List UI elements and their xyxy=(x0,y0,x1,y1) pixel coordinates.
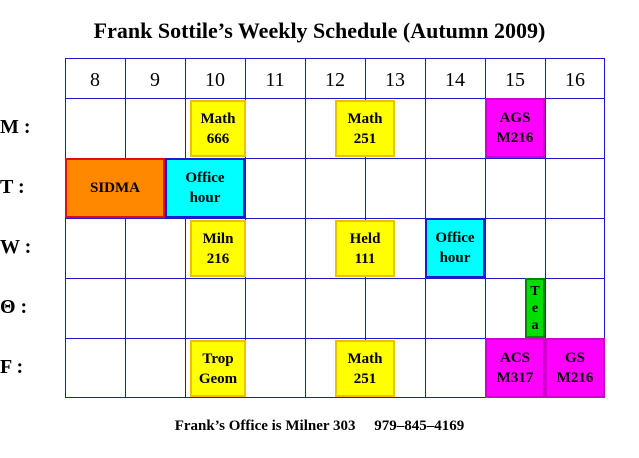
event-math-251-friday: Math 251 xyxy=(335,340,395,397)
grid-line xyxy=(65,278,605,279)
hour-header: 9 xyxy=(150,69,160,91)
day-label-tuesday: T : xyxy=(0,176,25,198)
grid-line xyxy=(65,58,605,59)
hour-header: 15 xyxy=(505,69,525,91)
schedule-grid: 8 9 10 11 12 13 14 15 16 Math 666 Math 251… xyxy=(65,58,605,398)
grid-line xyxy=(185,58,186,398)
grid-line xyxy=(65,158,605,159)
hour-header: 13 xyxy=(385,69,405,91)
grid-line xyxy=(485,58,486,398)
hour-header: 11 xyxy=(265,69,285,91)
grid-line xyxy=(65,397,605,398)
event-math-251-monday: Math 251 xyxy=(335,100,395,157)
grid-line xyxy=(125,58,126,398)
grid-line xyxy=(65,338,605,339)
grid-line xyxy=(65,98,605,99)
event-trop-geom: Trop Geom xyxy=(190,340,246,397)
day-label-wednesday: W : xyxy=(0,236,32,258)
event-miln-216: Miln 216 xyxy=(190,220,246,277)
grid-line xyxy=(305,58,306,398)
grid-line xyxy=(604,58,605,398)
event-office-hour-tuesday: Office hour xyxy=(165,158,245,218)
event-acs-seminar: ACS M317 xyxy=(485,338,545,398)
day-label-monday: M : xyxy=(0,116,31,138)
day-label-friday: F : xyxy=(0,356,24,378)
page-title: Frank Sottile’s Weekly Schedule (Autumn … xyxy=(93,18,546,43)
event-office-hour-wednesday: Office hour xyxy=(425,218,485,278)
grid-line xyxy=(65,58,66,398)
event-gs-seminar: GS M216 xyxy=(545,338,605,398)
event-math-666: Math 666 xyxy=(190,100,246,157)
day-label-thursday: Θ : xyxy=(0,296,28,318)
hour-header: 16 xyxy=(565,69,585,91)
hour-header: 8 xyxy=(90,69,100,91)
grid-line xyxy=(65,218,605,219)
hour-header: 12 xyxy=(325,69,345,91)
event-held-111: Held 111 xyxy=(335,220,395,277)
hour-header: 10 xyxy=(205,69,225,91)
event-ags-seminar: AGS M216 xyxy=(485,98,545,158)
grid-line xyxy=(545,58,546,398)
office-contact-footer: Frank’s Office is Milner 303 979–845–416… xyxy=(174,418,465,434)
hour-header: 14 xyxy=(445,69,465,91)
event-sidma: SIDMA xyxy=(65,158,165,218)
